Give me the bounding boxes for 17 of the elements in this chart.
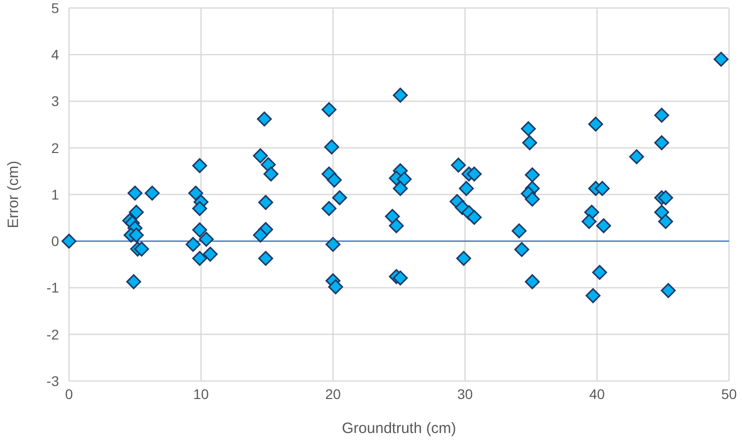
x-tick-label: 30 <box>457 386 473 402</box>
x-tick-label: 20 <box>325 386 341 402</box>
y-tick-label: -3 <box>46 372 60 389</box>
y-tick-label: 4 <box>51 46 60 63</box>
x-tick-label: 50 <box>721 386 737 402</box>
x-axis-title: Groundtruth (cm) <box>342 420 456 437</box>
y-axis-title: Error (cm) <box>5 160 22 228</box>
y-tick-label: 2 <box>51 140 60 156</box>
y-tick-label: 0 <box>51 233 60 250</box>
y-tick-label: 5 <box>51 0 60 16</box>
y-tick-label: -2 <box>46 326 60 342</box>
y-tick-label: 1 <box>51 186 60 202</box>
y-tick-label: -1 <box>46 280 60 296</box>
y-tick-label: 3 <box>51 93 60 110</box>
x-tick-label: 0 <box>65 386 74 402</box>
x-tick-label: 40 <box>589 386 605 402</box>
x-tick-label: 10 <box>193 386 209 402</box>
